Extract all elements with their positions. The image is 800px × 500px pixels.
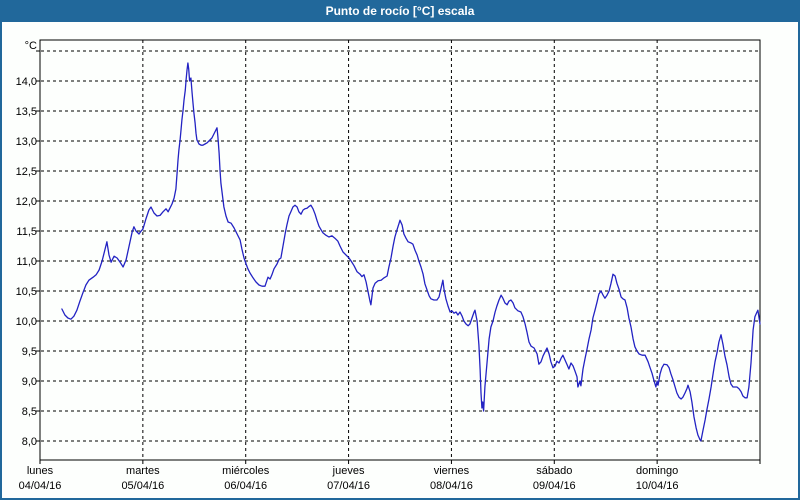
y-tick-label: 12,5 [16, 166, 37, 178]
x-date-label: 05/04/16 [121, 480, 164, 492]
x-day-label: martes [126, 465, 160, 477]
y-tick-label: 14,0 [16, 76, 37, 88]
y-tick-label: 8,5 [22, 406, 37, 418]
y-tick-label: 8,0 [22, 436, 37, 448]
x-day-label: lunes [27, 465, 54, 477]
axis-ticks [36, 50, 761, 464]
window-titlebar: Punto de rocío [°C] escala [2, 2, 798, 22]
dew-point-line [61, 62, 761, 442]
x-day-label: sábado [536, 465, 572, 477]
y-tick-label: 10,0 [16, 316, 37, 328]
x-date-label: 07/04/16 [327, 480, 370, 492]
window-title: Punto de rocío [°C] escala [325, 4, 475, 18]
x-date-label: 06/04/16 [224, 480, 267, 492]
plot-frame [39, 39, 761, 461]
x-date-label: 09/04/16 [533, 480, 576, 492]
y-tick-label: 13,5 [16, 106, 37, 118]
y-tick-label: 9,5 [22, 346, 37, 358]
y-tick-label: 9,0 [22, 376, 37, 388]
x-date-label: 04/04/16 [19, 480, 62, 492]
y-tick-label: 13,0 [16, 136, 37, 148]
gridlines [41, 40, 759, 460]
x-day-label: jueves [332, 465, 365, 477]
y-tick-label: 11,0 [16, 256, 37, 268]
y-tick-label: 10,5 [16, 286, 37, 298]
axis-labels: 14,0 13,5 13,0 12,5 12,0 11,5 11,0 10,5 10,0 9,5 9… [16, 40, 679, 492]
x-date-label: 10/04/16 [636, 480, 679, 492]
y-axis-unit-label: °C [25, 40, 37, 52]
x-day-label: viernes [434, 465, 470, 477]
x-date-label: 08/04/16 [430, 480, 473, 492]
y-tick-label: 12,0 [16, 196, 37, 208]
y-tick-label: 11,5 [16, 226, 37, 238]
x-day-label: miércoles [222, 465, 270, 477]
x-day-label: domingo [636, 465, 678, 477]
